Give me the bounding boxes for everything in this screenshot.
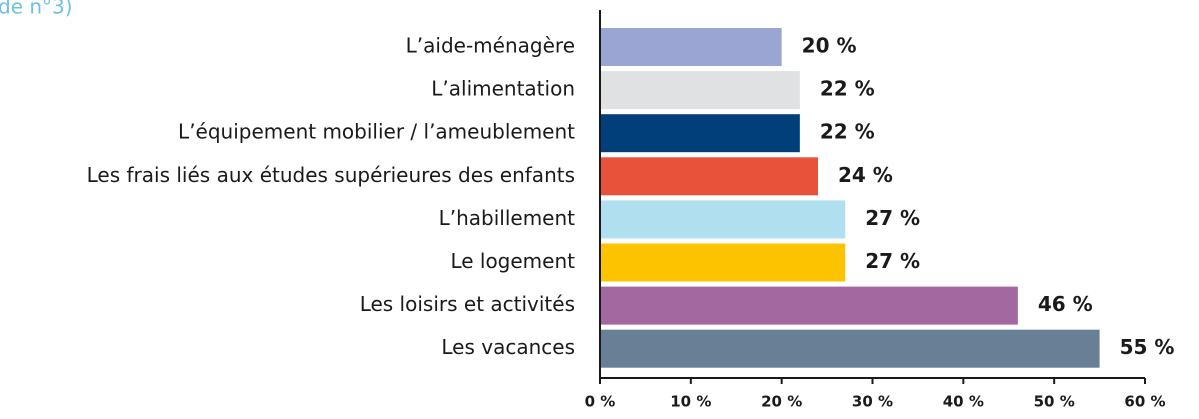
- category-label: L’équipement mobilier / l’ameublement: [178, 120, 575, 144]
- category-label: Le logement: [450, 249, 575, 273]
- bar: [600, 329, 1100, 368]
- value-label: 27 %: [865, 249, 920, 273]
- chart-title: de n°3): [0, 0, 73, 19]
- bar: [600, 114, 800, 153]
- bar: [600, 200, 846, 239]
- x-tick-label: 10 %: [670, 393, 711, 411]
- x-tick-label: 0 %: [585, 393, 616, 411]
- value-label: 55 %: [1120, 335, 1175, 359]
- x-tick-label: 40 %: [943, 393, 984, 411]
- bar: [600, 243, 846, 282]
- category-label: L’aide-ménagère: [406, 34, 575, 58]
- bar: [600, 71, 800, 110]
- value-label: 24 %: [838, 163, 893, 187]
- x-tick-label: 30 %: [852, 393, 893, 411]
- category-label: Les vacances: [441, 335, 575, 359]
- category-label: L’alimentation: [431, 77, 575, 101]
- value-label: 22 %: [820, 77, 875, 101]
- bar: [600, 157, 818, 196]
- category-label: Les frais liés aux études supérieures de…: [87, 163, 575, 187]
- x-tick-label: 50 %: [1034, 393, 1075, 411]
- value-label: 20 %: [802, 34, 857, 58]
- bar: [600, 286, 1018, 325]
- x-tick-label: 60 %: [1124, 393, 1165, 411]
- value-label: 22 %: [820, 120, 875, 144]
- value-label: 27 %: [865, 206, 920, 230]
- bar: [600, 28, 782, 66]
- value-label: 46 %: [1038, 292, 1093, 316]
- category-label: Les loisirs et activités: [360, 292, 575, 316]
- category-label: L’habillement: [439, 206, 576, 230]
- x-tick-label: 20 %: [761, 393, 802, 411]
